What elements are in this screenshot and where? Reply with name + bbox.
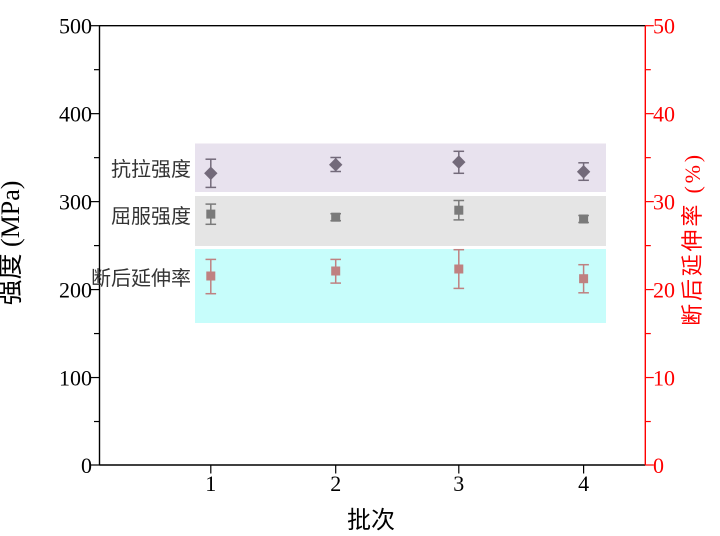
svg-text:1: 1 <box>205 471 216 496</box>
svg-text:20: 20 <box>653 278 675 303</box>
svg-text:3: 3 <box>453 471 464 496</box>
svg-text:抗拉强度: 抗拉强度 <box>111 158 191 181</box>
svg-text:400: 400 <box>59 102 92 127</box>
svg-text:10: 10 <box>653 366 675 391</box>
svg-text:批次: 批次 <box>347 507 395 534</box>
svg-text:40: 40 <box>653 102 675 127</box>
svg-text:50: 50 <box>653 14 675 39</box>
svg-text:强度 (MPa): 强度 (MPa) <box>0 181 25 306</box>
svg-text:4: 4 <box>578 471 589 496</box>
svg-text:0: 0 <box>653 453 664 478</box>
svg-text:300: 300 <box>59 190 92 215</box>
svg-text:断后延伸率: 断后延伸率 <box>91 267 191 290</box>
svg-text:0: 0 <box>81 453 92 478</box>
svg-text:30: 30 <box>653 190 675 215</box>
svg-text:100: 100 <box>59 366 92 391</box>
svg-text:断后延伸率 (%): 断后延伸率 (%) <box>680 152 705 326</box>
svg-text:屈服强度: 屈服强度 <box>111 205 191 228</box>
svg-text:500: 500 <box>59 14 92 39</box>
svg-text:2: 2 <box>330 471 341 496</box>
svg-text:200: 200 <box>59 278 92 303</box>
